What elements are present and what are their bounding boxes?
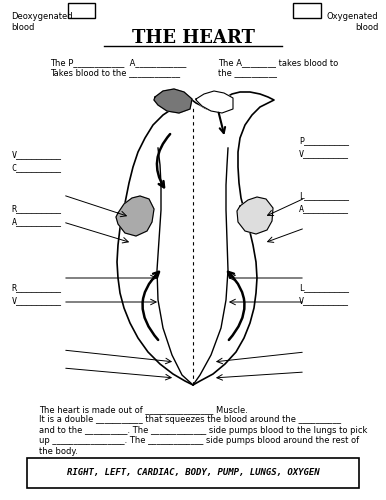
Text: The heart is made out of ________________ Muscle.
It is a double ___________ tha: The heart is made out of _______________…: [39, 405, 367, 456]
Polygon shape: [154, 89, 192, 113]
Text: V_________: V_________: [299, 296, 349, 305]
Polygon shape: [117, 92, 274, 385]
Bar: [27, 458, 359, 488]
Text: A_________: A_________: [299, 204, 349, 214]
Polygon shape: [116, 196, 154, 236]
Text: C_________: C_________: [12, 164, 62, 172]
Text: A_________: A_________: [12, 217, 62, 226]
Text: R_________: R_________: [12, 204, 62, 213]
Text: V_________: V_________: [299, 150, 349, 158]
Text: RIGHT, LEFT, CARDIAC, BODY, PUMP, LUNGS, OXYGEN: RIGHT, LEFT, CARDIAC, BODY, PUMP, LUNGS,…: [67, 468, 319, 477]
Text: The P____________  A____________
Takes blood to the ____________: The P____________ A____________ Takes bl…: [50, 58, 186, 78]
Text: L_________: L_________: [299, 192, 349, 200]
Text: Deoxygenated
blood: Deoxygenated blood: [12, 12, 73, 32]
Text: The A________ takes blood to
the __________: The A________ takes blood to the _______…: [218, 58, 339, 78]
Text: V_________: V_________: [12, 296, 62, 305]
Text: V_________: V_________: [12, 150, 62, 160]
Bar: [293, 3, 321, 18]
Text: L_________: L_________: [299, 283, 349, 292]
Polygon shape: [196, 91, 233, 113]
Text: THE HEART: THE HEART: [132, 29, 254, 47]
Text: P_________: P_________: [299, 136, 349, 145]
Text: R_________: R_________: [12, 283, 62, 292]
Polygon shape: [237, 197, 273, 234]
Text: Oxygenated
blood: Oxygenated blood: [327, 12, 378, 32]
Bar: [68, 3, 95, 18]
